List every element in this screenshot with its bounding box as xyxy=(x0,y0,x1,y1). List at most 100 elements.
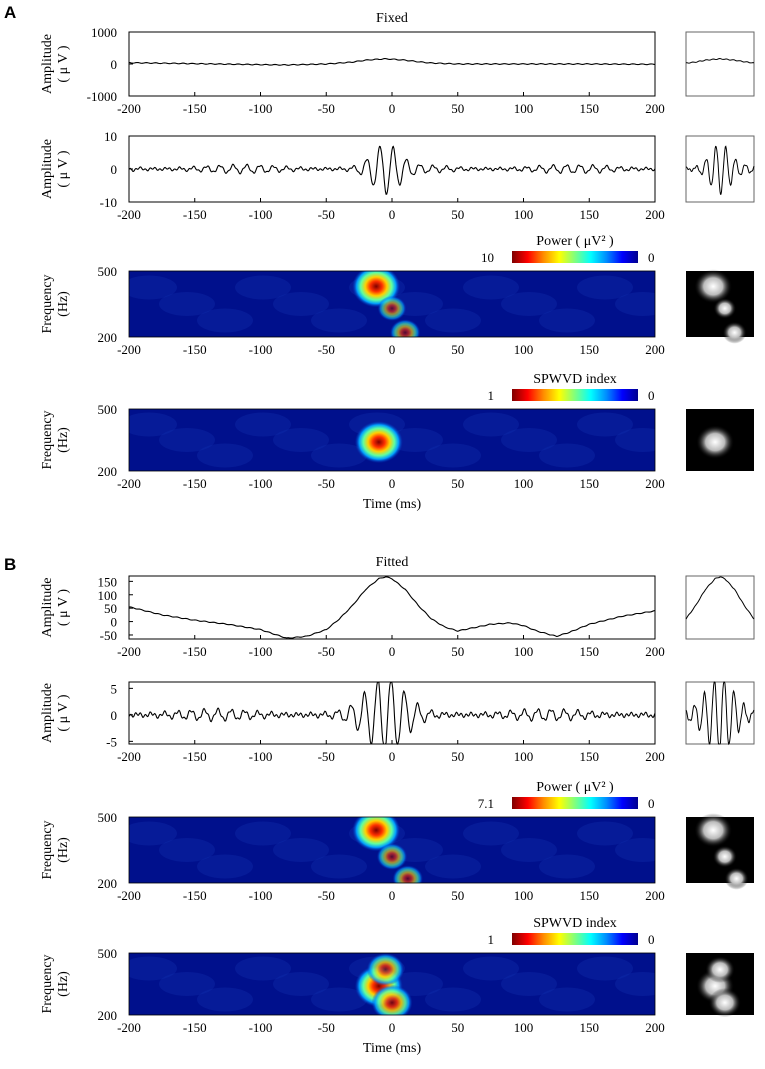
x-tick-label: -200 xyxy=(117,1020,141,1035)
x-tick-label: 50 xyxy=(451,888,464,903)
colorbar xyxy=(512,389,638,401)
x-tick-label: 0 xyxy=(389,644,396,659)
heatmap-texture xyxy=(197,308,253,333)
heatmap-texture xyxy=(235,275,291,300)
colorbar xyxy=(512,933,638,945)
chart-title: Fixed xyxy=(376,11,408,26)
heatmap-texture xyxy=(197,987,253,1012)
heatmap xyxy=(129,817,655,883)
x-tick-label: 200 xyxy=(645,476,665,491)
x-tick-label: -150 xyxy=(183,476,207,491)
heatmap-texture xyxy=(577,956,633,981)
heatmap-texture xyxy=(577,821,633,846)
y-tick-label: 0 xyxy=(111,708,118,723)
heatmap-hotspot xyxy=(352,817,401,852)
x-tick-label: -100 xyxy=(249,476,273,491)
heatmap-texture xyxy=(159,428,215,452)
heatmap-texture xyxy=(539,854,595,879)
y-tick-label: 200 xyxy=(98,330,118,345)
x-tick-label: -100 xyxy=(249,644,273,659)
inset-hotspot xyxy=(724,867,749,890)
inset-signal xyxy=(685,576,755,620)
x-tick-label: -150 xyxy=(183,749,207,764)
plot-frame xyxy=(128,952,656,1016)
y-axis-label: Frequency(Hz) xyxy=(40,410,71,469)
heatmap-texture xyxy=(273,292,329,316)
colorbar-min-label: 0 xyxy=(648,796,655,811)
y-tick-label: 1000 xyxy=(91,25,117,40)
x-tick-label: -100 xyxy=(249,207,273,222)
x-tick-label: 100 xyxy=(514,749,534,764)
heatmap-texture xyxy=(311,854,367,879)
x-tick-label: 150 xyxy=(580,476,600,491)
y-tick-label: 100 xyxy=(98,588,118,603)
x-tick-label: -50 xyxy=(318,476,335,491)
x-tick-label: 100 xyxy=(514,888,534,903)
x-tick-label: -150 xyxy=(183,888,207,903)
x-tick-label: 150 xyxy=(580,1020,600,1035)
inset-hotspot xyxy=(712,845,737,868)
heatmap xyxy=(129,271,655,337)
chart-6: Amplitude( μ V )50-5-200 -150 -100 -50 0 50 10… xyxy=(40,681,755,764)
inset-signal xyxy=(686,57,755,64)
plot-frame xyxy=(128,270,656,338)
colorbar xyxy=(512,251,638,263)
y-axis-label: Amplitude( μ V ) xyxy=(40,578,71,638)
heatmap-texture xyxy=(273,972,329,996)
plot-frame xyxy=(128,816,656,884)
heatmap xyxy=(129,953,655,1015)
heatmap-texture xyxy=(539,443,595,468)
x-tick-label: -50 xyxy=(318,342,335,357)
x-tick-label: -150 xyxy=(183,1020,207,1035)
x-tick-label: 100 xyxy=(514,644,534,659)
heatmap-texture xyxy=(463,275,519,300)
heatmap-texture xyxy=(577,412,633,437)
x-tick-label: -200 xyxy=(117,749,141,764)
panel-label-b: B xyxy=(4,555,16,574)
colorbar xyxy=(512,797,638,809)
y-axis-label: Frequency(Hz) xyxy=(40,820,71,879)
y-tick-label: -10 xyxy=(100,195,117,210)
x-tick-label: -150 xyxy=(183,644,207,659)
inset-hotspot xyxy=(708,988,742,1018)
x-tick-label: -200 xyxy=(117,207,141,222)
heatmap-texture xyxy=(501,428,557,452)
heatmap-texture xyxy=(425,854,481,879)
x-tick-label: 200 xyxy=(645,644,665,659)
heatmap-texture xyxy=(159,838,215,862)
heatmap-texture xyxy=(615,292,655,316)
signal-line xyxy=(128,681,656,745)
x-tick-label: 0 xyxy=(389,749,396,764)
heatmap-hotspot xyxy=(376,843,408,870)
heatmap-texture xyxy=(159,972,215,996)
heatmap-texture xyxy=(197,854,253,879)
x-tick-label: -200 xyxy=(117,644,141,659)
colorbar-max-label: 7.1 xyxy=(478,796,494,811)
x-tick-label: 200 xyxy=(645,101,665,116)
signal-line xyxy=(128,145,656,195)
y-tick-label: 50 xyxy=(104,601,117,616)
heatmap-texture xyxy=(615,428,655,452)
heatmap-texture xyxy=(311,987,367,1012)
x-tick-label: 50 xyxy=(451,644,464,659)
legend-title: SPWVD index xyxy=(533,916,617,931)
heatmap-texture xyxy=(311,308,367,333)
inset-signal xyxy=(685,145,755,195)
heatmap-texture xyxy=(129,275,177,300)
heatmap-texture xyxy=(539,987,595,1012)
x-tick-label: -50 xyxy=(318,1020,335,1035)
x-tick-label: -200 xyxy=(117,888,141,903)
x-tick-label: -50 xyxy=(318,749,335,764)
x-tick-label: -150 xyxy=(183,101,207,116)
y-tick-label: 200 xyxy=(98,464,118,479)
x-axis-label: Time (ms) xyxy=(363,1041,422,1056)
heatmap-texture xyxy=(235,956,291,981)
inset-signal xyxy=(685,681,755,746)
heatmap-texture xyxy=(425,443,481,468)
x-tick-label: 150 xyxy=(580,888,600,903)
x-tick-label: -50 xyxy=(318,101,335,116)
x-tick-label: 50 xyxy=(451,476,464,491)
